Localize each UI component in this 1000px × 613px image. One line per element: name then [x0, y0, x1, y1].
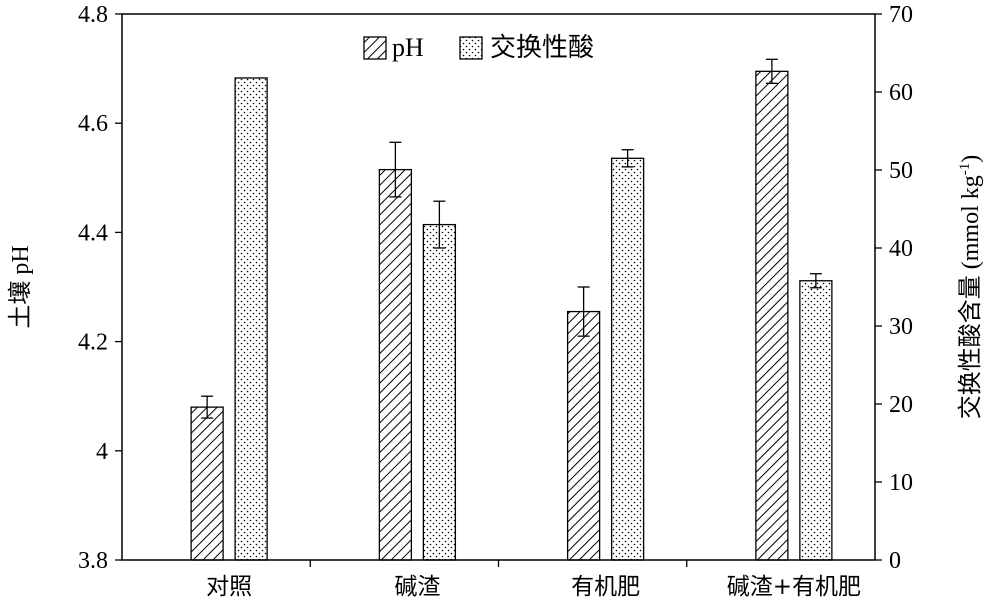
- y-right-tick-label-2: 20: [889, 392, 913, 418]
- y-left-tick-label-5: 4.8: [78, 2, 108, 28]
- y-axis-left-title: 土壤 pH: [7, 245, 34, 328]
- error-bar-exchangeable-acid-2: [621, 149, 634, 168]
- y-right-tick-label-4: 40: [889, 236, 913, 262]
- bar-exchangeable-acid-0: [234, 77, 268, 561]
- y-left-tick-label-1: 4: [96, 439, 108, 465]
- x-tick-label-0: 对照: [206, 574, 252, 600]
- y-axis-right-title-sup: -1: [957, 163, 973, 176]
- legend-label-ph: pH: [392, 33, 424, 62]
- y-right-tick-label-6: 60: [889, 80, 913, 106]
- y-right-tick-label-5: 50: [889, 158, 913, 184]
- y-right-tick-label-7: 70: [889, 2, 913, 28]
- error-bar-exchangeable-acid-3: [809, 273, 822, 289]
- error-bar-ph-0: [201, 395, 214, 419]
- y-axis-right-title-close: ): [958, 155, 984, 163]
- bar-ph-2: [566, 310, 601, 561]
- y-left-tick-label-0: 3.8: [78, 548, 108, 574]
- legend: pH 交换性酸: [363, 33, 594, 62]
- x-tick-label-1: 碱渣: [394, 574, 440, 600]
- y-right-tick-label-3: 30: [889, 314, 913, 340]
- y-right-tick-label-1: 10: [889, 470, 913, 496]
- bar-exchangeable-acid-3: [799, 280, 833, 561]
- y-left-tick-label-2: 4.2: [78, 330, 108, 356]
- bar-ph-1: [378, 168, 413, 561]
- error-bar-ph-2: [577, 286, 590, 337]
- legend-label-exchangeable-acid: 交换性酸: [490, 33, 594, 62]
- x-tick-label-2: 有机肥: [571, 574, 640, 600]
- bar-exchangeable-acid-1: [422, 223, 457, 561]
- x-tick-label-3: 碱渣+有机肥: [727, 574, 861, 600]
- error-bar-exchangeable-acid-1: [433, 200, 446, 249]
- bar-exchangeable-acid-2: [610, 157, 645, 561]
- y-axis-right-title: 交换性酸含量 (mmol kg-1): [957, 155, 984, 420]
- y-axis-right-title-main: 交换性酸含量 (mmol kg: [957, 175, 984, 419]
- error-bar-ph-1: [389, 141, 402, 198]
- error-bar-ph-3: [765, 58, 778, 84]
- legend-swatch-exchangeable-acid: [459, 36, 483, 60]
- bar-ph-3: [755, 70, 789, 561]
- y-left-tick-label-3: 4.4: [78, 220, 108, 246]
- legend-swatch-ph: [363, 36, 387, 60]
- bar-ph-0: [190, 406, 224, 561]
- y-left-tick-label-4: 4.6: [78, 111, 108, 137]
- y-right-tick-label-0: 0: [889, 548, 901, 574]
